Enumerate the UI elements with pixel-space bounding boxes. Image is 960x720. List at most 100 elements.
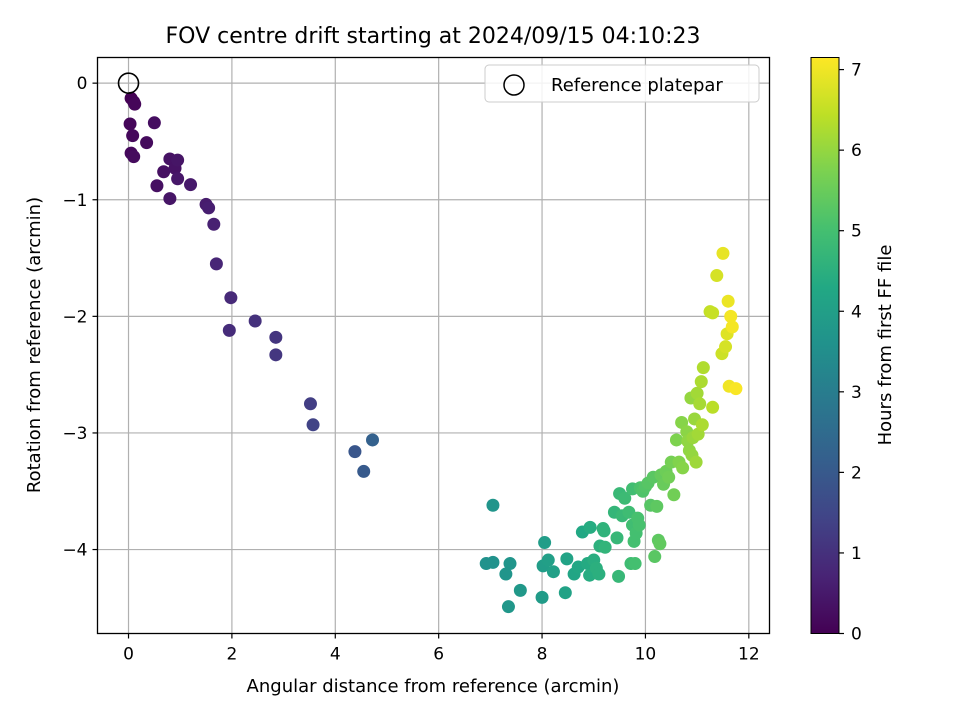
- colorbar-tick-label: 3: [851, 383, 862, 403]
- data-point: [598, 540, 612, 554]
- data-point: [618, 491, 632, 505]
- data-point: [662, 470, 676, 484]
- data-point: [128, 97, 142, 111]
- data-point: [209, 257, 223, 271]
- data-point: [140, 136, 154, 150]
- colorbar-tick-label: 5: [851, 222, 862, 242]
- y-tick-label: −1: [62, 191, 87, 211]
- data-point: [269, 348, 283, 362]
- data-point: [689, 455, 703, 469]
- colorbar-tick-label: 7: [851, 61, 862, 81]
- data-point: [303, 397, 317, 411]
- data-point: [513, 583, 527, 597]
- data-point: [706, 306, 720, 320]
- data-point: [724, 309, 738, 323]
- data-point: [224, 291, 238, 305]
- data-points: [123, 91, 743, 614]
- data-point: [725, 320, 739, 334]
- data-point: [597, 524, 611, 538]
- data-point: [676, 461, 690, 475]
- data-point: [719, 340, 733, 354]
- y-tick-label: −4: [62, 541, 87, 561]
- colorbar-ticks: 0 1 2 3 4 5 6 7: [839, 61, 862, 645]
- data-point: [163, 192, 177, 206]
- data-point: [628, 557, 642, 571]
- x-axis-label: Angular distance from reference (arcmin): [247, 676, 620, 697]
- reference-platepar-marker: [117, 72, 140, 94]
- y-tick-label: 0: [77, 74, 88, 94]
- data-point: [222, 323, 236, 337]
- data-point: [716, 246, 730, 260]
- data-point: [710, 269, 724, 283]
- legend-reference-marker: [503, 74, 525, 96]
- data-point: [612, 569, 626, 583]
- data-point: [171, 172, 185, 186]
- data-point: [648, 550, 662, 564]
- x-tick-label: 0: [123, 645, 134, 665]
- data-point: [357, 464, 371, 478]
- x-tick-label: 12: [738, 645, 760, 665]
- colorbar-gradient: [810, 57, 840, 634]
- colorbar-tick-label: 6: [851, 141, 862, 161]
- data-point: [560, 552, 574, 566]
- data-point: [546, 565, 560, 579]
- data-point: [632, 518, 646, 532]
- data-point: [123, 117, 137, 131]
- data-point: [610, 531, 624, 545]
- data-point: [486, 498, 500, 512]
- data-point: [501, 600, 515, 614]
- y-tick-label: −2: [62, 307, 87, 327]
- y-axis-ticks: 0 −1 −2 −3 −4: [62, 74, 98, 561]
- legend: Reference platepar: [484, 64, 760, 103]
- grid: [97, 57, 770, 634]
- data-point: [558, 586, 572, 600]
- data-point: [184, 178, 198, 192]
- data-point: [696, 361, 710, 375]
- data-point: [348, 445, 362, 459]
- x-axis-ticks: 0 2 4 6 8 10 12: [123, 633, 760, 665]
- data-point: [157, 165, 171, 179]
- data-point: [207, 217, 221, 231]
- plot-area-frame: [96, 56, 771, 635]
- data-point: [538, 536, 552, 550]
- data-point: [695, 418, 709, 432]
- legend-entry-reference-platepar: Reference platepar: [551, 75, 723, 96]
- data-point: [127, 150, 141, 164]
- x-tick-label: 10: [635, 645, 657, 665]
- data-point: [729, 382, 743, 396]
- data-point: [690, 386, 704, 400]
- data-point: [306, 418, 320, 432]
- data-point: [171, 153, 185, 167]
- data-point: [667, 488, 681, 502]
- data-point: [486, 555, 500, 569]
- data-point: [694, 375, 708, 389]
- x-tick-label: 4: [330, 645, 341, 665]
- data-point: [499, 567, 513, 581]
- data-point: [535, 590, 549, 604]
- data-point: [269, 330, 283, 344]
- chart-title: FOV centre drift starting at 2024/09/15 …: [166, 24, 701, 49]
- colorbar-tick-label: 2: [851, 463, 862, 483]
- data-point: [503, 557, 517, 571]
- x-tick-label: 8: [537, 645, 548, 665]
- x-tick-label: 2: [226, 645, 237, 665]
- data-point: [202, 201, 216, 215]
- data-point: [721, 294, 735, 308]
- data-point: [147, 116, 161, 130]
- colorbar: 0 1 2 3 4 5 6 7 Hours from first FF file: [810, 57, 896, 645]
- data-point: [706, 400, 720, 414]
- data-point: [653, 537, 667, 551]
- data-point: [583, 520, 597, 534]
- reference-marker: [117, 72, 140, 94]
- data-point: [248, 314, 262, 328]
- colorbar-tick-label: 4: [851, 302, 862, 322]
- data-point: [693, 397, 707, 411]
- colorbar-tick-label: 0: [851, 625, 862, 645]
- y-axis-label: Rotation from reference (arcmin): [24, 197, 45, 493]
- data-point: [592, 567, 606, 581]
- data-point: [126, 129, 140, 143]
- data-point: [366, 433, 380, 447]
- y-tick-label: −3: [62, 424, 87, 444]
- x-tick-label: 6: [433, 645, 444, 665]
